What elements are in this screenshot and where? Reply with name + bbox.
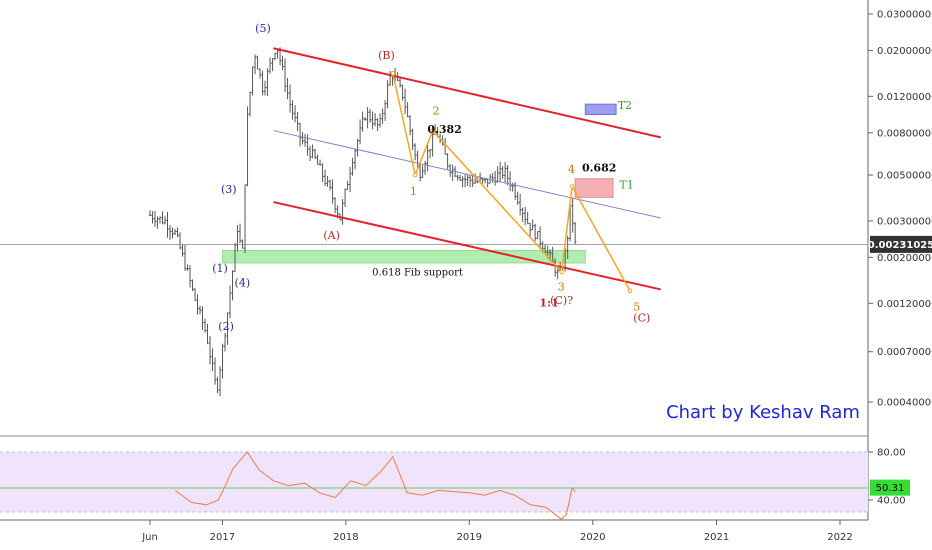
wave-path-line — [392, 73, 631, 292]
time-tick-label: Jun — [141, 532, 158, 543]
wave-path-point — [627, 288, 633, 294]
wave-path-point — [569, 184, 575, 189]
time-tick-label: 2019 — [457, 532, 482, 543]
rsi-last-marker: 50.31 — [870, 479, 910, 496]
label-wave-1: (1) — [212, 262, 228, 275]
price-tick-label: 0.03000000 — [877, 10, 932, 21]
wave-path-point — [412, 172, 418, 178]
price-tick-label: 0.00200000 — [877, 253, 932, 264]
label-fib-0382: 0.382 — [427, 123, 461, 136]
label-wave-3: (3) — [221, 183, 237, 196]
wave-path-point — [430, 128, 436, 133]
watermark: Chart by Keshav Ram — [666, 402, 860, 423]
label-wave-4: (4) — [235, 276, 251, 289]
wave-path-point — [390, 71, 396, 76]
label-t1: T1 — [619, 179, 633, 192]
label-sub3: 3 — [558, 281, 565, 294]
rsi-tick-label: 80.00 — [877, 448, 906, 459]
price-tick-label: 0.00040000 — [877, 398, 932, 409]
channel-upper-line — [273, 47, 661, 139]
channel-lower-line — [273, 201, 661, 291]
zone-target2 — [584, 103, 617, 116]
last-price-tag: 0.00231025 — [868, 240, 932, 251]
label-t2: T2 — [618, 99, 632, 112]
label-wave-c: (C) — [633, 311, 650, 324]
time-tick-label: 2022 — [827, 532, 852, 543]
label-fib-0682: 0.682 — [582, 161, 616, 174]
price-tick-label: 0.00070000 — [877, 347, 932, 358]
rsi-last-tag: 50.31 — [876, 483, 905, 494]
label-wave-A: (A) — [323, 229, 340, 242]
price-tick-label: 0.00800000 — [877, 128, 932, 139]
label-sub1: 1 — [410, 185, 417, 198]
time-tick-label: 2017 — [210, 532, 235, 543]
time-tick-label: 2020 — [580, 532, 605, 543]
rsi-band — [0, 452, 868, 512]
label-fib-support: 0.618 Fib support — [372, 268, 463, 279]
zone-target1 — [574, 178, 614, 198]
candles-layer — [148, 47, 577, 397]
wave-labels-layer: (5) (3) (1) (4) (2) (A) (B) 1 2 3 4 5(C) (C)?1:1 0.38… — [212, 22, 650, 333]
label-wave-5: (5) — [255, 22, 271, 35]
label-wave-cq: (C)? — [550, 294, 573, 307]
price-tick-label: 0.00120000 — [877, 299, 932, 310]
price-tick-label: 0.00300000 — [877, 216, 932, 227]
label-sub5: 5 — [633, 300, 640, 313]
label-sub2: 2 — [433, 105, 440, 118]
rsi-pane — [0, 451, 868, 520]
price-axis: 0.03000000 0.02000000 0.01200000 0.00800000… — [868, 10, 932, 507]
price-tick-label: 0.00500000 — [877, 171, 932, 182]
wave-path-point — [559, 269, 564, 275]
rsi-last-tag-bg — [870, 479, 910, 496]
rsi-line — [175, 451, 576, 520]
zone-fib-support — [221, 249, 586, 264]
label-ratio-11: 1:1 — [539, 296, 558, 309]
label-sub4: 4 — [568, 163, 575, 176]
channel-median-line — [273, 130, 661, 219]
label-wave-2: (2) — [218, 320, 234, 333]
trendlines-layer — [0, 47, 868, 294]
zones-layer — [221, 103, 617, 264]
time-axis: Jun 2017 2018 2019 2020 2021 2022 — [141, 520, 853, 543]
rsi-tick-label: 40.00 — [877, 496, 906, 507]
time-tick-label: 2018 — [333, 532, 358, 543]
last-price-marker: 0.00231025 — [868, 235, 932, 253]
price-tick-label: 0.01200000 — [877, 92, 932, 103]
time-tick-label: 2021 — [704, 532, 729, 543]
price-tick-label: 0.02000000 — [877, 46, 932, 57]
label-wave-B: (B) — [378, 49, 395, 62]
last-price-tag-bg — [870, 235, 932, 253]
